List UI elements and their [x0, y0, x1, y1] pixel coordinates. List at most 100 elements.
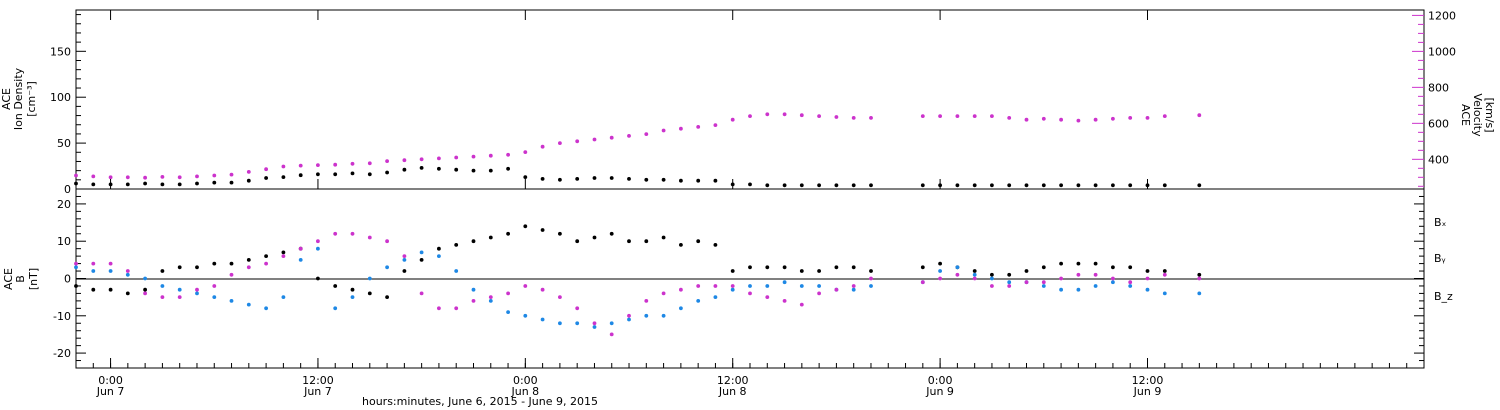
bz-point: [558, 295, 562, 299]
density-point: [488, 168, 493, 173]
bx-point: [540, 228, 545, 232]
x-tick-day: Jun 7: [303, 385, 332, 398]
bx-point: [609, 231, 614, 236]
velocity-point: [316, 163, 320, 168]
bz-point: [1024, 280, 1029, 285]
by-point: [627, 317, 631, 322]
by-point: [350, 295, 355, 299]
density-point: [316, 172, 320, 177]
by-point: [402, 258, 407, 262]
magnetic-field-panel: ACE B [nT] -20 -10 0 10 20 Bₓ Bᵧ B_z: [2, 188, 1453, 369]
by-point: [1007, 280, 1012, 285]
bx-point: [799, 269, 804, 273]
bz-point: [592, 321, 597, 326]
velocity-point: [592, 137, 597, 142]
velocity-point: [679, 126, 683, 131]
density-point: [1024, 183, 1029, 188]
x-tick-time: 0:00: [98, 374, 123, 387]
bx-point: [644, 239, 649, 244]
density-point: [195, 181, 199, 186]
x-tick-time: 0:00: [513, 374, 538, 387]
velocity-point: [920, 114, 925, 118]
bz-point: [1059, 276, 1063, 281]
b-component-legend: Bₓ Bᵧ B_z: [1434, 216, 1453, 303]
magnetic-field-marks: [74, 224, 1202, 337]
bx-point: [281, 250, 286, 255]
density-point: [1197, 183, 1202, 188]
bz-point: [851, 284, 856, 288]
by-point: [644, 313, 649, 318]
by-point: [748, 284, 752, 288]
legend-bz: B_z: [1434, 290, 1453, 303]
by-point: [765, 284, 770, 288]
velocity-tick-label: 600: [1428, 117, 1449, 130]
bz-point: [799, 302, 804, 307]
by-point: [125, 272, 130, 277]
x-tick-time: 12:00: [302, 374, 334, 387]
density-point: [609, 176, 614, 180]
velocity-point: [143, 175, 148, 180]
by-point: [298, 258, 303, 262]
bx-point: [367, 291, 372, 296]
density-axis-label-line-2: Ion Density: [12, 67, 25, 130]
x-axis-label: hours:minutes, June 6, 2015 - June 9, 20…: [362, 395, 598, 408]
by-point: [160, 284, 165, 288]
bz-point: [160, 295, 165, 299]
velocity-point: [281, 164, 286, 169]
bz-point: [506, 291, 510, 296]
density-point: [1076, 183, 1081, 188]
bx-point: [195, 265, 199, 270]
bz-point: [696, 284, 701, 288]
velocity-point: [782, 112, 787, 117]
bx-point: [160, 269, 165, 273]
density-point: [1128, 183, 1133, 188]
bx-point: [920, 265, 925, 270]
by-point: [74, 265, 78, 270]
bz-point: [108, 261, 113, 266]
by-point: [506, 310, 510, 314]
bz-point: [627, 313, 631, 318]
bz-point: [834, 287, 839, 292]
velocity-point: [177, 175, 182, 180]
by-point: [713, 295, 718, 299]
bx-point: [713, 243, 718, 247]
bz-point: [91, 261, 96, 266]
velocity-point: [575, 139, 580, 144]
bx-point: [177, 265, 182, 270]
density-point: [454, 167, 459, 172]
density-point: [799, 183, 804, 188]
velocity-point: [609, 135, 614, 140]
density-point: [765, 183, 770, 188]
bx-point: [1197, 272, 1202, 277]
density-point: [160, 182, 165, 187]
bz-point: [730, 284, 735, 288]
by-point: [851, 287, 856, 292]
by-point: [229, 299, 234, 303]
bz-point: [195, 287, 199, 292]
density-point: [1162, 183, 1167, 188]
bz-point: [1041, 280, 1046, 285]
density-velocity-marks: [74, 112, 1202, 188]
by-point: [575, 321, 580, 326]
velocity-point: [1145, 116, 1150, 120]
velocity-tick-label: 1000: [1428, 45, 1456, 58]
bz-point: [454, 306, 459, 311]
bx-point: [143, 287, 148, 292]
by-point: [990, 276, 994, 281]
velocity-point: [1162, 114, 1167, 118]
density-point: [229, 180, 234, 185]
bz-point: [972, 276, 977, 281]
velocity-axis-label-line-2: Velocity: [1471, 93, 1484, 137]
density-point: [972, 183, 977, 188]
by-point: [609, 321, 614, 326]
bz-point: [488, 295, 493, 299]
density-point: [419, 166, 424, 170]
density-point: [1041, 183, 1046, 188]
bz-point: [212, 284, 217, 288]
velocity-point: [125, 175, 130, 180]
bx-point: [765, 265, 770, 270]
velocity-point: [869, 116, 873, 120]
bz-point: [143, 291, 148, 296]
velocity-point: [1024, 117, 1029, 122]
